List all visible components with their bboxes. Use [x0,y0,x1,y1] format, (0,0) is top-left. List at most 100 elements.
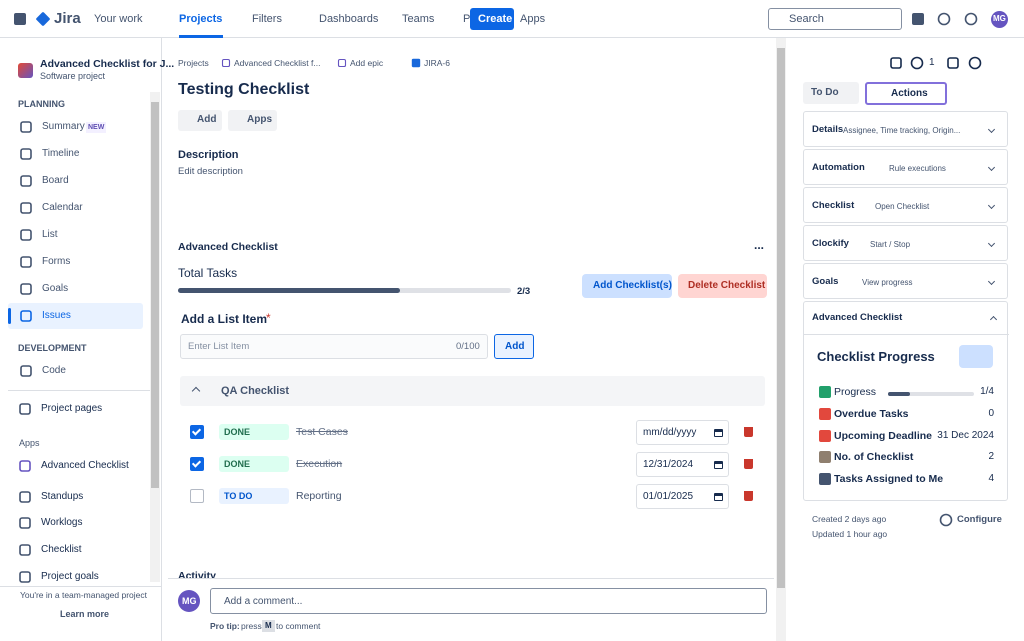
metric-label: Progress [834,386,877,398]
detail-panel[interactable]: Automation Rule executions [803,149,1008,185]
icon[interactable] [889,56,903,70]
nav-item[interactable]: Dashboards [319,13,379,25]
panel-title: Automation [812,162,865,173]
sidebar-item[interactable]: Summary [42,121,85,132]
breadcrumb[interactable]: Advanced Checklist f... [234,58,321,68]
delete-icon[interactable] [744,491,753,501]
create-button[interactable]: Create [470,8,514,30]
date-input[interactable]: 12/31/2024 [636,452,729,477]
sidebar-item[interactable]: Project pages [41,403,103,414]
button-label: Apps [247,114,272,125]
configure-link[interactable]: Configure [957,514,1002,525]
description-placeholder[interactable]: Edit description [178,166,243,177]
breadcrumb[interactable]: Add epic [350,58,384,68]
icon[interactable] [968,56,982,70]
refresh-button[interactable] [959,345,993,368]
chevron [987,201,996,210]
icon[interactable] [946,56,960,70]
icon [818,472,832,486]
icon-glyph [20,283,32,295]
actions-label: Actions [891,88,928,99]
more-menu[interactable]: ... [754,238,765,252]
item-checkbox[interactable] [190,425,204,439]
toolbar-button[interactable]: Apps [228,110,277,131]
icon [818,450,832,464]
icon[interactable] [13,12,27,26]
breadcrumb[interactable]: Projects [178,58,209,68]
sidebar-item[interactable]: Calendar [42,202,83,213]
nav-item[interactable]: Your work [94,13,143,25]
delete-icon[interactable] [744,427,753,437]
nav-item[interactable]: Filters [252,13,282,25]
detail-panel[interactable]: Goals View progress [803,263,1008,299]
divider [8,390,150,391]
icon [18,543,32,557]
icon[interactable] [910,56,924,70]
date-input[interactable]: mm/dd/yyyy [636,420,729,445]
detail-panel[interactable]: Clockify Start / Stop [803,225,1008,261]
nav-item[interactable]: Projects [179,13,223,25]
status-button[interactable]: To Do [803,82,859,104]
sidebar-item[interactable]: Worklogs [41,517,83,528]
nav-item[interactable]: Apps [520,13,546,25]
sidebar-item[interactable]: List [42,229,58,240]
app-panel: Advanced Checklist [803,301,1009,501]
sidebar-item[interactable]: Issues [42,310,71,321]
chevron [987,239,996,248]
icon [411,58,421,68]
sidebar-item[interactable]: Timeline [42,148,80,159]
date-value: 01/01/2025 [643,491,694,502]
item-checkbox[interactable] [190,457,204,471]
icon[interactable] [937,12,951,26]
breadcrumb[interactable]: JIRA-6 [424,58,450,68]
selected-bar [8,308,11,324]
comment-box[interactable]: Add a comment... [210,588,767,614]
icon-glyph [937,12,951,26]
icon-glyph [20,175,32,187]
icon[interactable] [964,12,978,26]
search-placeholder: Search [789,13,824,25]
checkmark [191,458,202,468]
tip-label: Pro tip: [210,621,240,631]
icon[interactable] [939,513,953,527]
sidebar-item[interactable]: Checklist [41,544,82,555]
date-input[interactable]: 01/01/2025 [636,484,729,509]
search-box[interactable]: Search [768,8,902,30]
metric-value: 0 [988,408,994,419]
detail-panel[interactable]: Checklist Open Checklist [803,187,1008,223]
new-badge: NEW [86,122,107,133]
sidebar-item[interactable]: Code [42,365,66,376]
group-header[interactable] [180,376,765,406]
list-item-input[interactable]: Enter List Item 0/100 [180,334,488,359]
tip-key: M [262,620,275,632]
icon[interactable] [911,12,925,26]
icon [19,120,33,134]
sidebar-item[interactable]: Standups [41,491,84,502]
avatar[interactable]: MG [991,11,1008,28]
delete-checklist-button[interactable]: Delete Checklist [678,274,767,298]
progress-track [888,392,974,396]
metric-value: 4 [988,473,994,484]
project-name: Advanced Checklist for J... [40,58,175,70]
progress-fill [888,392,910,396]
delete-icon[interactable] [744,459,753,469]
actions-button[interactable]: Actions [865,82,947,105]
learn-more[interactable]: Learn more [60,609,110,619]
sidebar-item[interactable]: Goals [42,283,69,294]
nav-item[interactable]: Teams [402,13,435,25]
sidebar-item[interactable]: Project goals [41,571,99,582]
panel-title: Clockify [812,238,849,249]
toolbar-button[interactable]: Add [178,110,222,131]
main-scroll-thumb [777,48,785,588]
item-checkbox[interactable] [190,489,204,503]
sidebar-item[interactable]: Advanced Checklist [41,460,129,471]
detail-panel[interactable]: Details Assignee, Time tracking, Origin..… [803,111,1008,147]
sidebar-item[interactable]: Forms [42,256,71,267]
add-checklist-button[interactable]: Add Checklist(s) [582,274,672,298]
icon-glyph [947,57,959,69]
icon-glyph [14,13,26,25]
sidebar-scroll-thumb [151,102,159,488]
add-item-button[interactable]: Add [494,334,534,359]
sidebar-item[interactable]: Board [42,175,69,186]
